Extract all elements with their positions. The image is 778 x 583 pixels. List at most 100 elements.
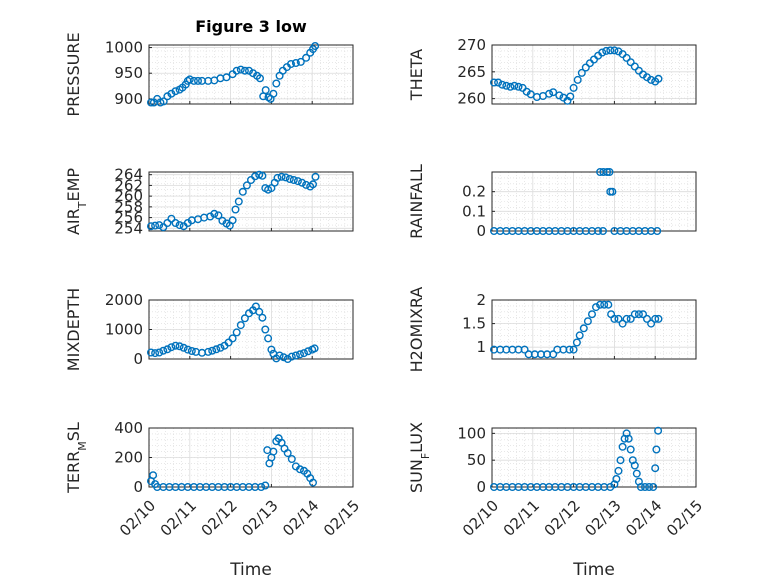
data-point [606, 46, 615, 55]
data-point [146, 348, 155, 357]
data-point [566, 92, 575, 101]
subplot-h2omixra: 1 1.5 2 H2OMIXRA [407, 287, 697, 372]
data-point [167, 89, 176, 98]
data-point [639, 310, 648, 319]
data-point [583, 317, 592, 326]
data-point [603, 167, 612, 176]
axes-box [491, 44, 697, 105]
y-tick-label: 50 [467, 451, 486, 469]
data-point [285, 174, 294, 183]
data-point [618, 442, 627, 451]
data-point [654, 426, 663, 435]
subplot-sun-flux: 0 50 100 SUNFLUX 02/1002/1102/1202/1302/1402… [407, 422, 706, 540]
data-point [612, 475, 621, 484]
data-point [604, 300, 613, 309]
data-point [155, 221, 164, 230]
data-point [146, 98, 155, 107]
data-point [189, 76, 198, 85]
data-point [163, 345, 172, 354]
data-point [183, 345, 192, 354]
data-point [264, 334, 273, 343]
y-tick-label: 256 [114, 209, 143, 227]
data-point [291, 59, 300, 68]
data-point [311, 172, 320, 181]
data-point [269, 447, 278, 456]
y-tick-label: 258 [114, 198, 143, 216]
y-tick-label: 1 [476, 338, 486, 356]
data-point [256, 74, 265, 83]
x-tick-label: 02/14 [279, 497, 322, 540]
data-point [261, 86, 270, 95]
subplot-terr-msl: 0 200 400 TERRMSL 02/1002/1102/1202/1302/140… [64, 419, 363, 540]
data-point [600, 300, 609, 309]
data-point [510, 81, 519, 90]
data-point [291, 351, 300, 360]
y-tick-label: 1000 [105, 39, 143, 57]
data-point [289, 175, 298, 184]
data-point [651, 464, 660, 473]
data-point [643, 314, 652, 323]
x-tick-label: 02/13 [238, 497, 281, 540]
x-tick-label: 02/10 [459, 497, 502, 540]
subplot-pressure: 900 950 1000 PRESSURE [64, 32, 354, 117]
y-tick-label: 262 [114, 176, 143, 194]
data-point [608, 187, 617, 196]
y-axis-label: SUNFLUX [407, 422, 432, 493]
data-point [310, 344, 319, 353]
data-point [506, 82, 515, 91]
data-point [581, 63, 590, 72]
y-tick-label: 100 [457, 424, 486, 442]
data-point [652, 445, 661, 454]
data-point [212, 345, 221, 354]
data-point [279, 353, 288, 362]
data-point [641, 483, 650, 492]
data-point [242, 181, 251, 190]
data-point [232, 66, 241, 75]
x-axis-label-right: Time [572, 560, 615, 580]
data-point [296, 465, 305, 474]
data-point [283, 449, 292, 458]
data-point [185, 75, 194, 84]
data-point [592, 303, 601, 312]
y-tick-label: 254 [114, 219, 143, 237]
data-point [179, 343, 188, 352]
axes-box [148, 44, 354, 105]
data-point [598, 48, 607, 57]
data-point [204, 347, 213, 356]
data-point [654, 74, 663, 83]
data-point [159, 346, 168, 355]
data-point [636, 483, 645, 492]
data-point [614, 466, 623, 475]
data-point [494, 78, 503, 87]
data-point [555, 91, 564, 100]
y-axis-label: TERRMSL [64, 422, 89, 494]
data-point [616, 456, 625, 465]
data-point [251, 172, 260, 181]
y-tick-label: 0 [133, 350, 143, 368]
data-point [549, 350, 558, 359]
data-point [167, 214, 176, 223]
y-tick-label: 950 [114, 64, 143, 82]
y-tick-label: 400 [114, 419, 143, 437]
y-axis-label: THETA [407, 49, 426, 101]
subplot-theta: 260 265 270 THETA [407, 36, 697, 108]
data-point [232, 328, 241, 337]
data-point [575, 331, 584, 340]
y-axis-label: AIRTEMP [64, 168, 89, 235]
data-point [302, 53, 311, 62]
data-point [647, 75, 656, 84]
data-point [258, 171, 267, 180]
y-tick-label: 0 [133, 478, 143, 496]
y-tick-label: 2000 [105, 291, 143, 309]
x-tick-label: 02/10 [116, 497, 159, 540]
x-tick-label: 02/15 [320, 497, 363, 540]
y-tick-label: 265 [457, 63, 486, 81]
data-point [258, 313, 267, 322]
data-point [630, 310, 639, 319]
data-point [163, 218, 172, 227]
axes-box [148, 299, 354, 360]
y-tick-label: 900 [114, 90, 143, 108]
data-point [588, 310, 597, 319]
data-point [309, 180, 318, 189]
